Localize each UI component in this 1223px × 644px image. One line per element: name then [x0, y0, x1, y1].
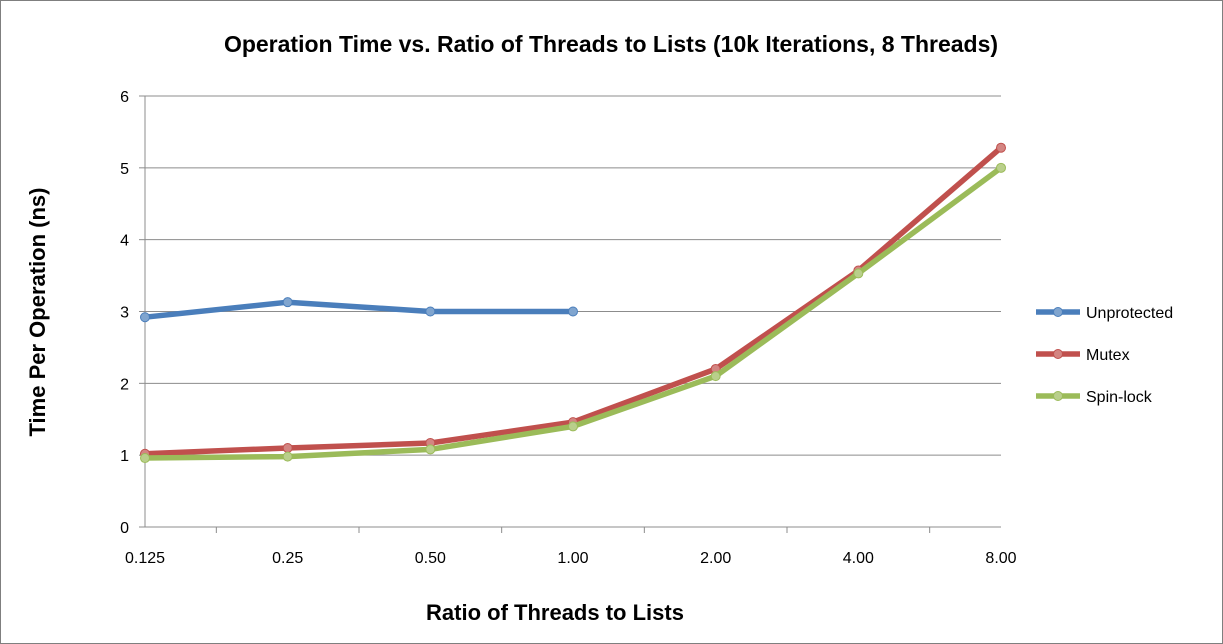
- y-tick-label: 3: [120, 305, 129, 322]
- legend-label-mutex: Mutex: [1086, 347, 1130, 364]
- x-tick-label: 8.00: [985, 550, 1016, 567]
- series-lines: [140, 142, 1006, 464]
- y-tick-label: 0: [120, 520, 129, 537]
- data-point-unprotected: [425, 306, 436, 317]
- x-tick-label: 1.00: [557, 550, 588, 567]
- data-point-mutex: [282, 442, 293, 453]
- legend-marker-unprotected: [1053, 307, 1063, 317]
- data-point-spin-lock: [710, 371, 721, 382]
- data-point-spin-lock: [853, 268, 864, 279]
- data-point-spin-lock: [568, 421, 578, 432]
- legend-marker-spin-lock: [1053, 391, 1063, 401]
- legend-marker-mutex: [1053, 349, 1063, 359]
- y-tick-label: 1: [120, 448, 129, 465]
- x-tick-label: 0.25: [272, 550, 303, 567]
- y-tick-label: 4: [120, 233, 129, 250]
- legend-label-unprotected: Unprotected: [1086, 305, 1173, 322]
- tick-labels: 0 1 2 3 4 5 6 0.125 0.25 0.50 1.00 2.00 4.00 8.00: [120, 89, 1017, 567]
- data-point-mutex: [996, 142, 1006, 153]
- x-tick-label: 2.00: [700, 550, 731, 567]
- y-axis-title: Time Per Operation (ns): [25, 188, 50, 437]
- y-tick-label: 2: [120, 376, 129, 393]
- y-tick-label: 5: [120, 161, 129, 178]
- data-point-unprotected: [282, 297, 293, 308]
- x-tick-label: 0.125: [125, 550, 165, 567]
- x-tick-label: 4.00: [843, 550, 874, 567]
- data-point-spin-lock: [140, 453, 150, 464]
- x-tick-label: 0.50: [415, 550, 446, 567]
- y-tick-label: 6: [120, 89, 129, 106]
- data-point-spin-lock: [282, 451, 293, 462]
- data-point-unprotected: [568, 306, 578, 317]
- data-point-spin-lock: [996, 162, 1006, 173]
- data-point-unprotected: [140, 312, 150, 323]
- x-axis-title: Ratio of Threads to Lists: [426, 600, 684, 625]
- chart-title: Operation Time vs. Ratio of Threads to L…: [224, 31, 998, 57]
- data-point-spin-lock: [425, 444, 436, 455]
- legend: Unprotected Mutex Spin-lock: [1036, 305, 1173, 406]
- series-line-unprotected: [142, 299, 576, 320]
- legend-label-spin-lock: Spin-lock: [1086, 389, 1153, 406]
